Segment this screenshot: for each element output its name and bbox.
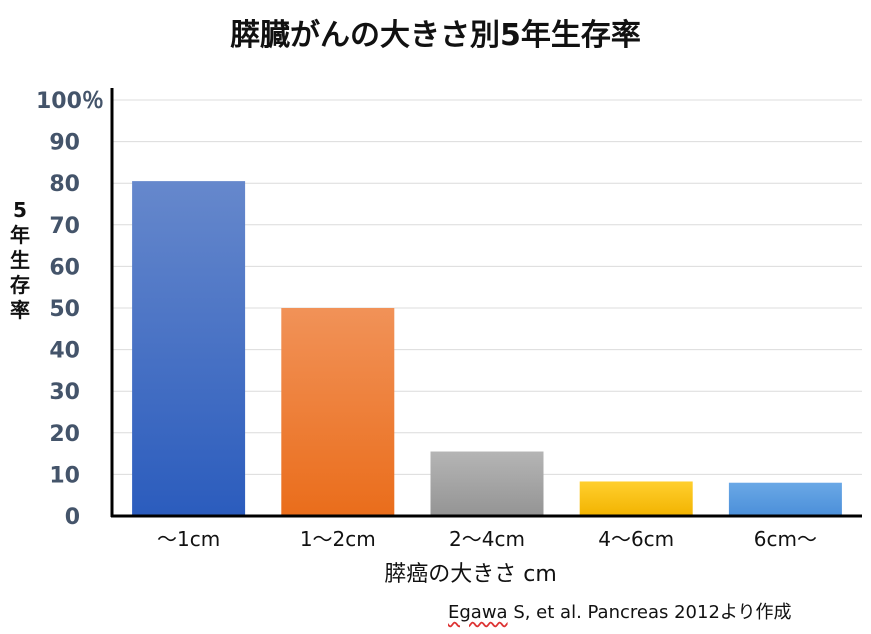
axes	[110, 88, 862, 518]
bar-2	[430, 451, 544, 516]
y-axis-label-char-2: 生	[10, 248, 30, 272]
source-author: Egawa	[448, 602, 508, 623]
x-axis-label: 膵癌の大きさ cm	[384, 562, 557, 587]
chart-title: 膵臓がんの大きさ別5年生存率	[230, 18, 641, 53]
y-axis-label-char-4: 率	[10, 298, 30, 322]
y-tick-label-4: 40	[49, 339, 80, 364]
y-tick-label-3: 30	[49, 380, 80, 405]
bar-4	[728, 482, 842, 516]
bar-0	[132, 181, 246, 516]
y-tick-labels: 0 10 20 30 40 50 60 70 80 90 100％	[36, 89, 104, 530]
bar-3	[579, 481, 693, 516]
y-tick-label-5: 50	[49, 297, 80, 322]
y-tick-label-8: 80	[49, 172, 80, 197]
y-tick-label-0: 0	[65, 505, 80, 530]
source-rest: S, et al. Pancreas 2012より作成	[507, 602, 792, 623]
y-axis-label-char-1: 年	[10, 223, 30, 247]
x-tick-label-4: 6cm～	[754, 527, 817, 551]
x-tick-label-3: 4～6cm	[598, 527, 674, 551]
y-tick-label-10: 100％	[36, 89, 104, 114]
y-axis-label-char-3: 存	[10, 273, 30, 297]
source-citation: Egawa S, et al. Pancreas 2012より作成	[448, 598, 792, 624]
y-tick-label-7: 70	[49, 214, 80, 239]
y-tick-label-2: 20	[49, 422, 80, 447]
x-tick-labels: ～1cm 1～2cm 2～4cm 4～6cm 6cm～	[157, 527, 817, 551]
bars	[132, 181, 842, 516]
bar-1	[281, 308, 395, 516]
x-tick-label-1: 1～2cm	[300, 527, 376, 551]
y-tick-label-1: 10	[49, 463, 80, 488]
y-axis-label-char-0: 5	[13, 198, 27, 222]
y-tick-label-9: 90	[49, 131, 80, 156]
x-tick-label-2: 2～4cm	[449, 527, 525, 551]
x-tick-label-0: ～1cm	[157, 527, 220, 551]
y-tick-label-6: 60	[49, 255, 80, 280]
